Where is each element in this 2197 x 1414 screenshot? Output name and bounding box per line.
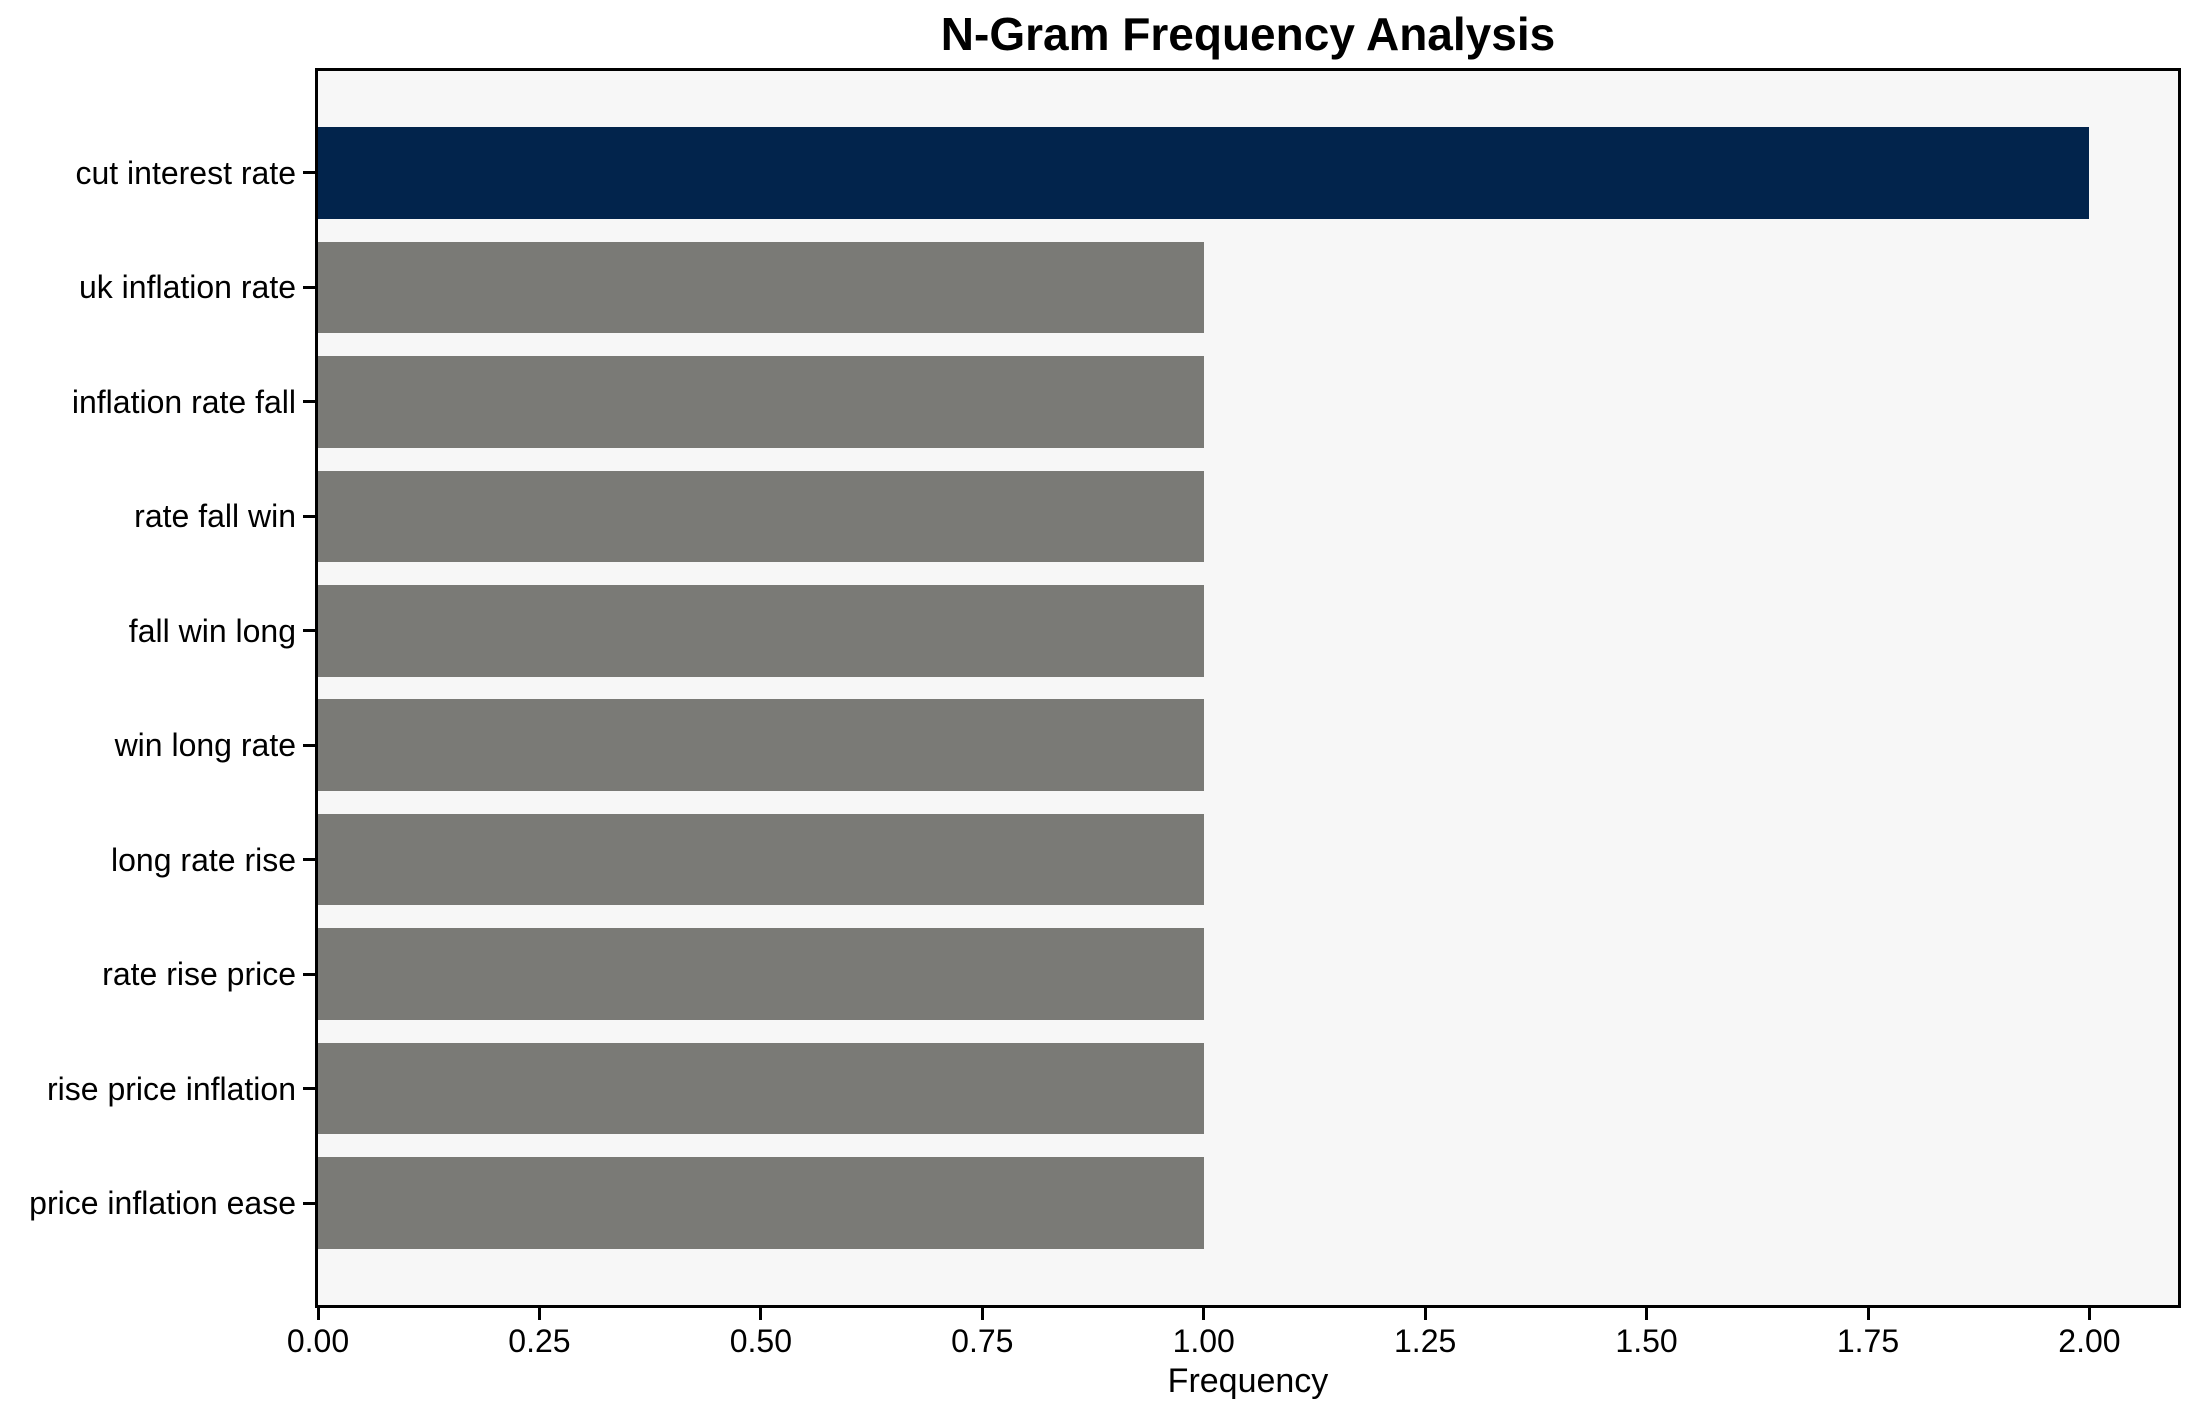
x-tick-mark — [1423, 1308, 1427, 1320]
bar — [318, 928, 1204, 1020]
bar — [318, 699, 1204, 791]
x-tick-label: 0.75 — [951, 1323, 1014, 1359]
x-tick-mark — [537, 1308, 541, 1320]
x-tick-label: 1.25 — [1394, 1323, 1457, 1359]
y-tick-label: inflation rate fall — [71, 383, 296, 420]
x-tick-mark — [316, 1308, 320, 1320]
y-tick-label: cut interest rate — [75, 154, 296, 191]
x-tick-mark — [980, 1308, 984, 1320]
x-tick-mark — [759, 1308, 763, 1320]
bar — [318, 127, 2090, 219]
bar — [318, 584, 1204, 677]
bar — [318, 1157, 1204, 1249]
y-tick-mark — [303, 629, 315, 633]
y-tick-mark — [303, 972, 315, 976]
x-tick-mark — [1202, 1308, 1206, 1320]
bar — [318, 356, 1204, 448]
x-tick-label: 1.75 — [1836, 1323, 1900, 1359]
x-tick-label: 2.00 — [2058, 1323, 2121, 1359]
y-tick-label: win long rate — [114, 727, 296, 764]
y-tick-mark — [303, 1201, 315, 1205]
bar — [318, 470, 1204, 563]
y-tick-mark — [303, 858, 315, 862]
y-tick-mark — [303, 400, 315, 404]
y-tick-mark — [303, 514, 315, 518]
y-tick-label: long rate rise — [111, 841, 296, 878]
chart-title: N-Gram Frequency Analysis — [940, 8, 1556, 60]
y-tick-label: uk inflation rate — [78, 269, 296, 306]
y-tick-mark — [303, 1087, 315, 1091]
y-tick-label: rise price inflation — [47, 1070, 296, 1107]
plot-area — [315, 68, 2181, 1308]
x-tick-mark — [1645, 1308, 1649, 1320]
x-tick-label: 0.00 — [286, 1323, 350, 1359]
x-tick-label: 1.50 — [1615, 1323, 1678, 1359]
x-tick-mark — [2087, 1308, 2091, 1320]
x-tick-label: 1.00 — [1172, 1323, 1235, 1359]
x-axis-title: Frequency — [1167, 1362, 1329, 1400]
y-tick-label: price inflation ease — [29, 1185, 296, 1222]
y-tick-label: rate rise price — [102, 956, 296, 993]
y-tick-mark — [303, 285, 315, 289]
bar — [318, 1042, 1204, 1135]
y-tick-mark — [303, 171, 315, 175]
x-tick-label: 0.25 — [508, 1323, 571, 1359]
y-tick-label: rate fall win — [134, 498, 296, 535]
y-tick-label: fall win long — [128, 612, 296, 649]
x-tick-label: 0.50 — [729, 1323, 792, 1359]
x-tick-mark — [1866, 1308, 1870, 1320]
bar — [318, 241, 1204, 334]
y-tick-mark — [303, 743, 315, 747]
bar — [318, 813, 1204, 906]
